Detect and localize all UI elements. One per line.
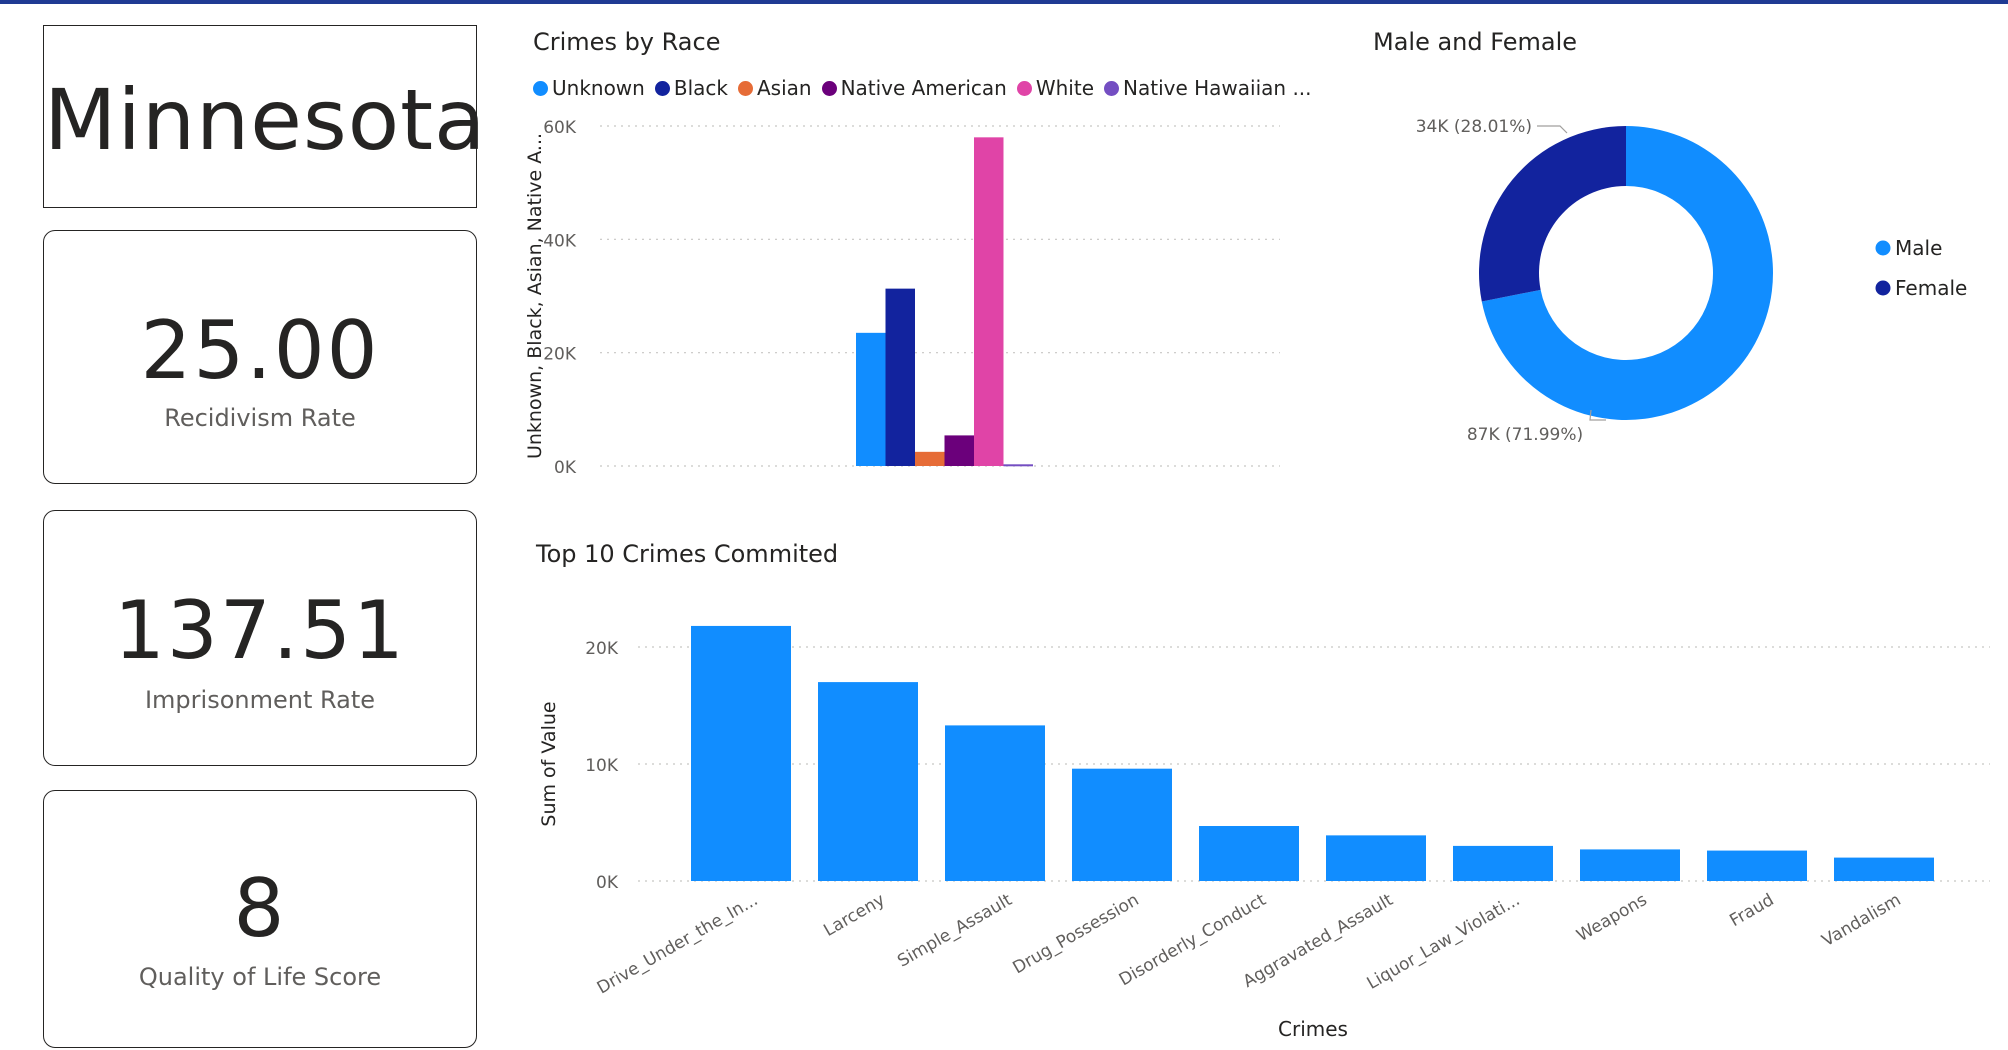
recidivism-label: Recidivism Rate bbox=[164, 404, 356, 432]
crimes-y-tick-label: 0K bbox=[596, 873, 619, 893]
crimes-x-tick-label: Fraud bbox=[1726, 890, 1777, 931]
crimes-y-axis-label: Sum of Value bbox=[538, 701, 560, 826]
imprisonment-value: 137.51 bbox=[114, 584, 406, 677]
race-legend-label: Black bbox=[673, 76, 728, 100]
race-y-axis-label: Unknown, Black, Asian, Native A... bbox=[524, 133, 546, 459]
crimes-x-tick-label: Drive_Under_the_In... bbox=[594, 890, 762, 998]
legend-dot-icon bbox=[654, 80, 670, 96]
legend-dot-icon bbox=[533, 80, 548, 96]
crimes-bar[interactable] bbox=[691, 625, 791, 881]
crimes-bar-chart[interactable]: 20K 10K 0K Sum of Value Drive_Under_the_In..… bbox=[520, 610, 2000, 1050]
crimes-bar[interactable] bbox=[1072, 768, 1172, 881]
male-leader-line bbox=[1589, 409, 1606, 421]
race-y-tick-label: 40K bbox=[543, 231, 577, 251]
gender-donut-chart[interactable]: 34K (28.01%) 87K (71.99%) Male Female bbox=[1380, 90, 2000, 470]
quality-of-life-card: 8 Quality of Life Score bbox=[43, 790, 477, 1048]
gender-legend-label[interactable]: Male bbox=[1895, 236, 1942, 260]
race-legend-label: Unknown bbox=[552, 76, 645, 100]
race-bar-chart[interactable]: 60K 40K 20K 0K Unknown, Black, Asian, Native… bbox=[520, 105, 1280, 485]
race-legend-item[interactable]: White bbox=[1016, 76, 1095, 100]
legend-dot-icon bbox=[1875, 280, 1891, 296]
race-legend-label: Native Hawaiian ... bbox=[1123, 76, 1312, 100]
crimes-bar[interactable] bbox=[1834, 857, 1934, 881]
crimes-x-tick-label: Vandalism bbox=[1819, 890, 1905, 951]
crimes-bar[interactable] bbox=[1707, 850, 1807, 881]
legend-dot-icon bbox=[737, 80, 753, 96]
race-legend-label: Native American bbox=[840, 76, 1007, 100]
crimes-x-tick-label: Weapons bbox=[1573, 890, 1650, 946]
race-bar[interactable] bbox=[944, 435, 975, 466]
legend-dot-icon bbox=[1016, 80, 1032, 96]
crimes-bar[interactable] bbox=[818, 682, 918, 881]
legend-dot-icon bbox=[1104, 80, 1120, 96]
donut-slice[interactable] bbox=[1481, 126, 1773, 421]
race-chart-legend[interactable]: Unknown Black Asian Native American White Nat… bbox=[533, 76, 1322, 100]
crimes-bar[interactable] bbox=[1199, 826, 1299, 881]
race-legend-item[interactable]: Native American bbox=[821, 76, 1007, 100]
imprisonment-card: 137.51 Imprisonment Rate bbox=[43, 510, 477, 766]
imprisonment-label: Imprisonment Rate bbox=[144, 686, 376, 714]
race-bar[interactable] bbox=[885, 288, 916, 466]
donut-slice[interactable] bbox=[1479, 126, 1626, 302]
race-y-tick-label: 0K bbox=[554, 458, 577, 478]
quality-of-life-label: Quality of Life Score bbox=[138, 963, 382, 991]
legend-dot-icon bbox=[1875, 240, 1891, 256]
quality-of-life-value: 8 bbox=[233, 862, 287, 955]
state-card: Minnesota bbox=[43, 25, 487, 208]
crimes-bar[interactable] bbox=[945, 725, 1045, 881]
female-leader-line bbox=[1537, 125, 1568, 134]
gender-chart-title: Male and Female bbox=[1373, 28, 1578, 56]
race-bar[interactable] bbox=[856, 332, 886, 466]
female-data-label: 34K (28.01%) bbox=[1416, 117, 1532, 137]
race-legend-label: Asian bbox=[756, 76, 812, 100]
crimes-y-tick-label: 20K bbox=[585, 639, 619, 659]
race-y-tick-label: 20K bbox=[543, 345, 577, 365]
crimes-bar[interactable] bbox=[1326, 835, 1426, 881]
race-chart-title: Crimes by Race bbox=[533, 28, 721, 56]
crimes-x-tick-label: Drug_Possession bbox=[1010, 890, 1143, 978]
race-legend-item[interactable]: Unknown bbox=[533, 76, 645, 100]
crimes-bar[interactable] bbox=[1453, 845, 1553, 881]
crimes-chart-title: Top 10 Crimes Commited bbox=[536, 540, 839, 568]
race-legend-item[interactable]: Native Hawaiian ... bbox=[1104, 76, 1312, 100]
crimes-x-tick-label: Simple_Assault bbox=[894, 890, 1016, 972]
male-data-label: 87K (71.99%) bbox=[1467, 425, 1583, 445]
top-accent-bar bbox=[0, 0, 2008, 4]
legend-dot-icon bbox=[821, 80, 837, 96]
race-legend-item[interactable]: Black bbox=[654, 76, 728, 100]
recidivism-card: 25.00 Recidivism Rate bbox=[43, 230, 477, 484]
crimes-x-tick-label: Larceny bbox=[820, 890, 888, 941]
race-legend-item[interactable]: Asian bbox=[737, 76, 812, 100]
race-bar[interactable] bbox=[1003, 464, 1034, 467]
crimes-bar[interactable] bbox=[1580, 849, 1680, 881]
crimes-x-axis-label: Crimes bbox=[1278, 1017, 1348, 1041]
crimes-y-tick-label: 10K bbox=[585, 756, 619, 776]
race-bar[interactable] bbox=[915, 451, 945, 466]
state-name: Minnesota bbox=[44, 71, 487, 169]
race-legend-label: White bbox=[1035, 76, 1095, 100]
race-bar[interactable] bbox=[974, 137, 1004, 467]
race-y-tick-label: 60K bbox=[543, 118, 577, 138]
gender-legend-label[interactable]: Female bbox=[1895, 276, 1967, 300]
recidivism-value: 25.00 bbox=[140, 304, 380, 397]
